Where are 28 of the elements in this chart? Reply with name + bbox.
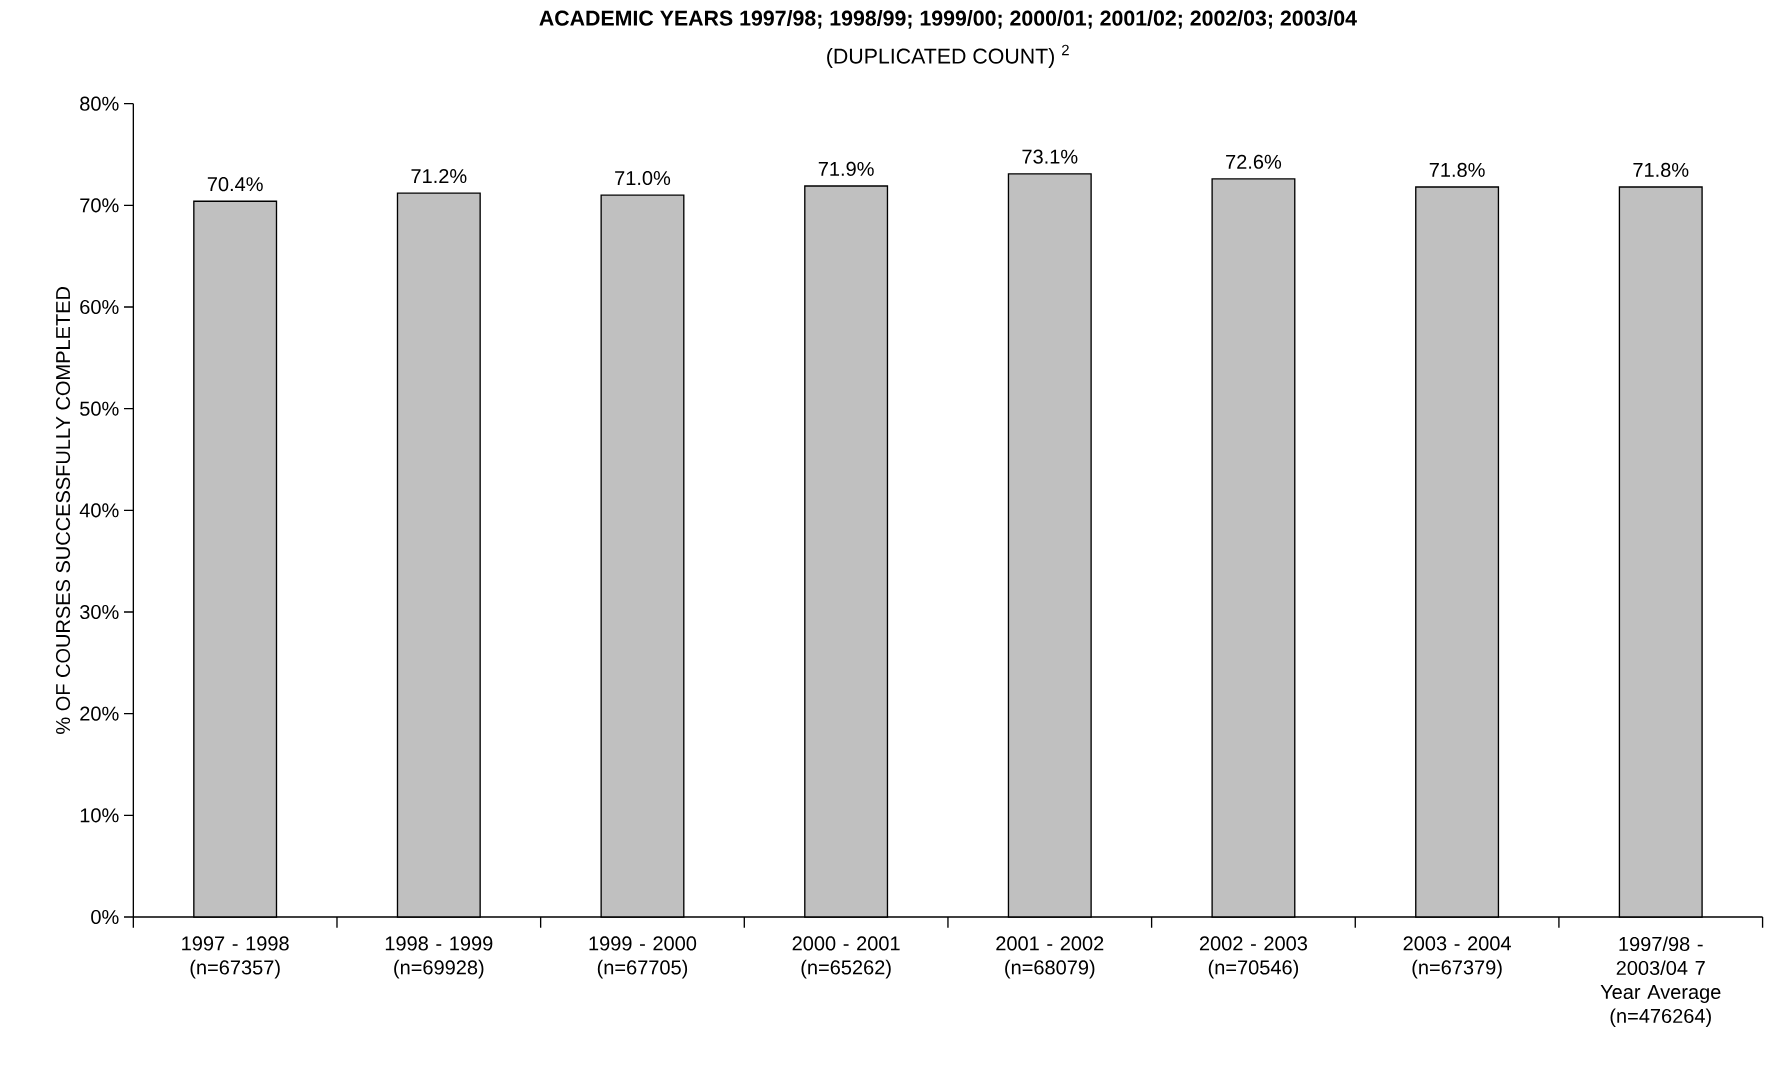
y-tick-label: 30% — [80, 604, 119, 620]
data-label: 70.4% — [207, 177, 263, 192]
y-tick-label: 60% — [80, 299, 119, 315]
x-tick-label: 2002 - 2003 (n=70546) — [1199, 936, 1308, 979]
data-label: 71.2% — [411, 169, 467, 184]
y-tick-label: 70% — [80, 198, 119, 213]
x-tick-label: 1999 - 2000 (n=67705) — [589, 936, 697, 979]
y-tick-label: 40% — [79, 503, 119, 518]
y-tick-label: 50% — [80, 401, 119, 416]
x-tick-label: 2001 - 2002 (n=68079) — [996, 936, 1104, 979]
y-tick-label: 20% — [80, 706, 119, 721]
x-tick-label: 2000 - 2001 (n=65262) — [792, 936, 900, 979]
x-tick-label: 2003 - 2004 (n=67379) — [1403, 936, 1511, 979]
data-label: 71.0% — [615, 170, 671, 186]
data-label: 72.6% — [1226, 154, 1282, 169]
chart-subtitle: (DUPLICATED COUNT) $^{2}$ — [827, 44, 1069, 68]
chart-title: ACADEMIC YEARS 1997/98; 1998/99; 1999/00; 2000/01; 2001/02; 2002/03; 2003/04 — [539, 10, 1357, 29]
x-tick-label: 1998 - 1999 (n=69928) — [385, 936, 493, 979]
x-tick-label: 1997/98 - 2003/04 7 Year Average (n=476264) — [1600, 936, 1721, 1028]
y-tick-label: 80% — [80, 96, 119, 111]
data-label: 71.8% — [1633, 162, 1689, 177]
x-tick-label: 1997 - 1998 (n=67357) — [182, 936, 289, 979]
y-axis-title: % OF COURSES SUCCESSFULLY COMPLETED — [55, 287, 71, 734]
data-label: 73.1% — [1022, 149, 1078, 164]
data-label: 71.8% — [1429, 162, 1485, 177]
y-tick-label: 0% — [91, 909, 119, 925]
data-label: 71.9% — [818, 161, 874, 176]
y-tick-label: 10% — [80, 808, 119, 823]
